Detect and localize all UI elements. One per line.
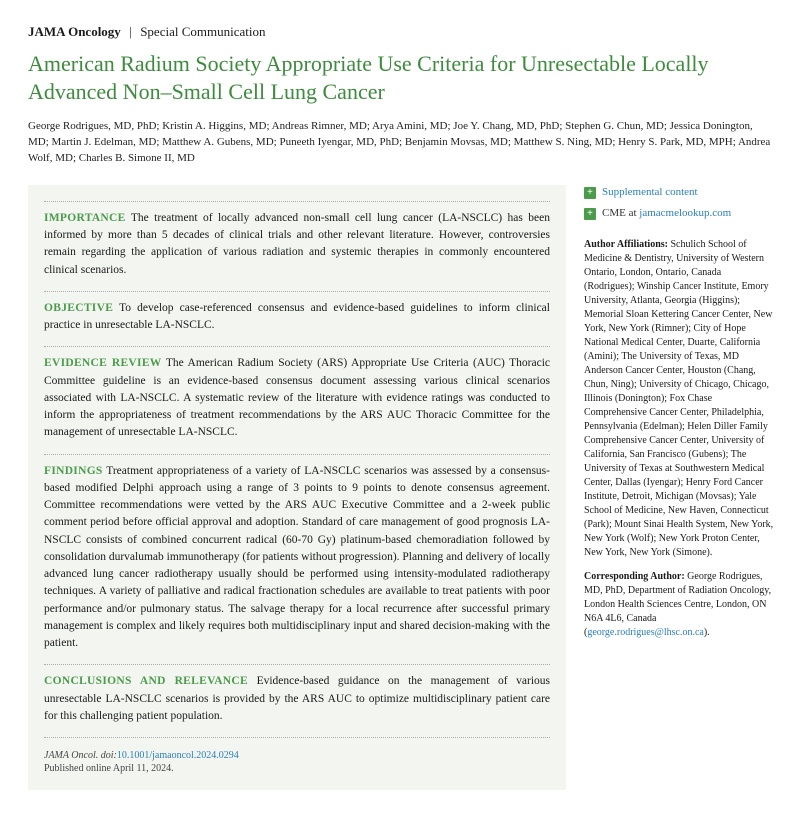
sidebar: + Supplemental content + CME at jamacmel… (584, 185, 774, 790)
abs-findings: FINDINGS Treatment appropriateness of a … (44, 463, 550, 653)
cme-prefix: CME at (602, 207, 639, 219)
abs-text-objective: To develop case-referenced consensus and… (44, 302, 550, 331)
divider (44, 346, 550, 347)
corr-email[interactable]: george.rodrigues@lhsc.on.ca (587, 627, 704, 638)
doi-label: doi: (101, 750, 117, 761)
abs-objective: OBJECTIVE To develop case-referenced con… (44, 300, 550, 335)
supp-text: Supplemental content (602, 185, 698, 200)
abs-label-findings: FINDINGS (44, 465, 103, 477)
plus-icon: + (584, 187, 596, 199)
journal-name: JAMA Oncology (28, 24, 121, 39)
corr-label: Corresponding Author: (584, 571, 685, 582)
aff-label: Author Affiliations: (584, 239, 668, 250)
abs-label-evidence: EVIDENCE REVIEW (44, 357, 162, 369)
abs-conclusions: CONCLUSIONS AND RELEVANCE Evidence-based… (44, 673, 550, 725)
abs-text-findings: Treatment appropriateness of a variety o… (44, 465, 550, 650)
supplemental-link[interactable]: + Supplemental content (584, 185, 774, 200)
abs-label-objective: OBJECTIVE (44, 302, 113, 314)
separator: | (129, 24, 132, 39)
doi-link[interactable]: 10.1001/jamaoncol.2024.0294 (117, 750, 239, 761)
cme-link[interactable]: + CME at jamacmelookup.com (584, 206, 774, 221)
aff-text: Schulich School of Medicine & Dentistry,… (584, 239, 773, 558)
abs-evidence: EVIDENCE REVIEW The American Radium Soci… (44, 355, 550, 441)
cme-wrapper: CME at jamacmelookup.com (602, 206, 731, 221)
masthead: JAMA Oncology | Special Communication (28, 24, 774, 40)
divider (44, 664, 550, 665)
divider (44, 737, 550, 738)
plus-icon: + (584, 208, 596, 220)
author-list: George Rodrigues, MD, PhD; Kristin A. Hi… (28, 119, 774, 167)
abs-label-importance: IMPORTANCE (44, 212, 126, 224)
affiliations: Author Affiliations: Schulich School of … (584, 238, 774, 560)
article-section: Special Communication (140, 24, 265, 39)
abs-importance: IMPORTANCE The treatment of locally adva… (44, 210, 550, 279)
corr-close: ). (704, 627, 710, 638)
journal-abbrev: JAMA Oncol. (44, 750, 98, 761)
cme-url: jamacmelookup.com (639, 207, 731, 219)
divider (44, 291, 550, 292)
divider (44, 201, 550, 202)
abs-label-conclusions: CONCLUSIONS AND RELEVANCE (44, 675, 248, 687)
side-links: + Supplemental content + CME at jamacmel… (584, 185, 774, 222)
abstract-box: IMPORTANCE The treatment of locally adva… (28, 185, 566, 790)
abs-text-evidence: The American Radium Society (ARS) Approp… (44, 357, 550, 438)
content-row: IMPORTANCE The treatment of locally adva… (28, 185, 774, 790)
pub-date: Published online April 11, 2024. (44, 763, 550, 774)
journal-doi: JAMA Oncol. doi:10.1001/jamaoncol.2024.0… (44, 750, 550, 761)
corresponding-author: Corresponding Author: George Rodrigues, … (584, 570, 774, 640)
article-title: American Radium Society Appropriate Use … (28, 50, 774, 105)
divider (44, 454, 550, 455)
